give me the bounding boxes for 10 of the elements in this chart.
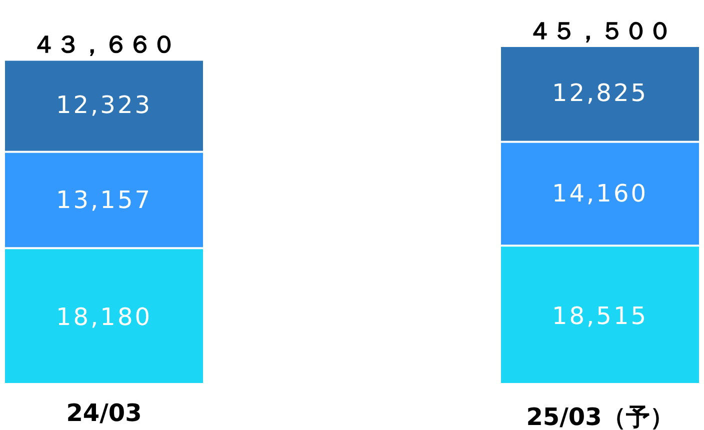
total-label: ４５，５００ [528, 17, 672, 45]
total-label: ４３，６６０ [32, 30, 176, 59]
x-tick-label: 24/03 [66, 399, 142, 427]
x-tick-label: 25/03（予） [526, 403, 674, 430]
data-label: 12,825 [552, 78, 648, 107]
data-label: 13,157 [56, 186, 152, 214]
data-label: 14,160 [552, 180, 648, 208]
data-label: 18,515 [552, 302, 648, 330]
data-label: 18,180 [56, 303, 152, 332]
data-label: 12,323 [56, 90, 152, 119]
